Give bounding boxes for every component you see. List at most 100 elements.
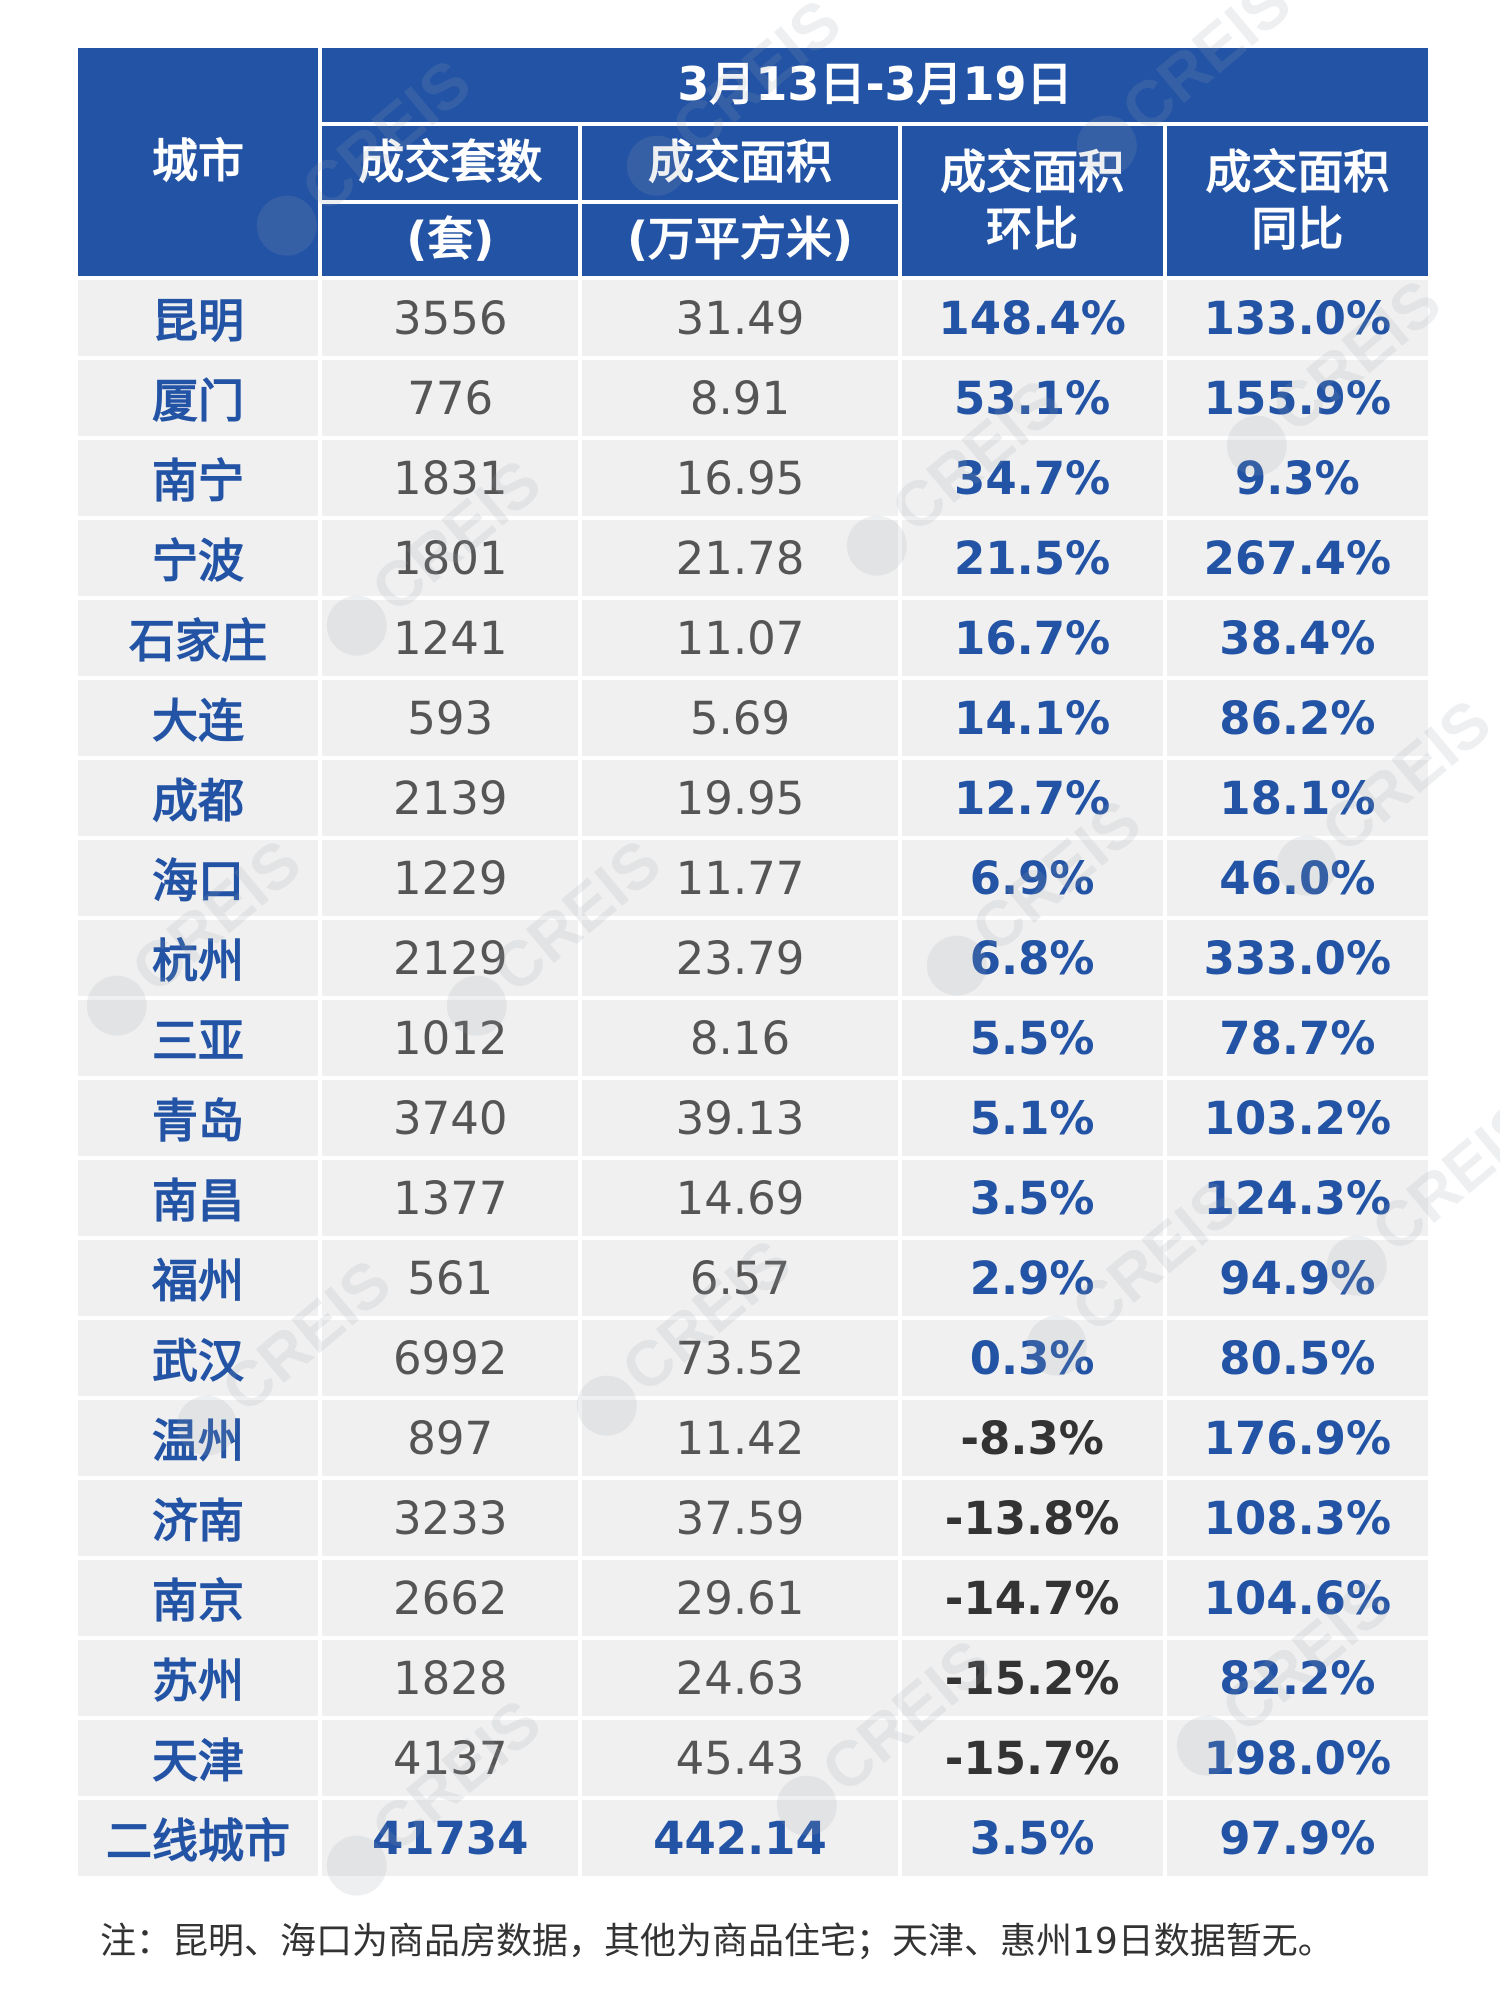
mom-cell: 12.7%	[901, 760, 1163, 836]
yoy-cell: 133.0%	[1166, 280, 1428, 356]
yoy-cell: 82.2%	[1166, 1640, 1428, 1716]
units-cell: 2129	[322, 920, 579, 996]
mom-cell: 0.3%	[901, 1320, 1163, 1396]
units-cell: 3233	[322, 1480, 579, 1556]
area-cell: 19.95	[582, 760, 898, 836]
city-cell: 南京	[78, 1560, 318, 1636]
units-cell: 3556	[322, 280, 579, 356]
city-cell: 济南	[78, 1480, 318, 1556]
mom-cell: 16.7%	[901, 600, 1163, 676]
units-cell: 2662	[322, 1560, 579, 1636]
mom-cell: -15.7%	[901, 1720, 1163, 1796]
yoy-cell: 97.9%	[1166, 1800, 1428, 1876]
mom-header-line1: 成交面积	[940, 144, 1125, 199]
units-cell: 897	[322, 1400, 579, 1476]
units-cell: 561	[322, 1240, 579, 1316]
city-cell: 厦门	[78, 360, 318, 436]
mom-cell: 3.5%	[901, 1160, 1163, 1236]
units-header: 成交套数	[322, 126, 579, 200]
city-cell: 南宁	[78, 440, 318, 516]
sales-table-container: 城市 3月13日-3月19日 成交套数 成交面积 成交面积 环比 成交面积 同比…	[78, 48, 1436, 1876]
city-cell: 青岛	[78, 1080, 318, 1156]
mom-cell: 6.8%	[901, 920, 1163, 996]
table-row: 青岛 3740 39.13 5.1% 103.2%	[78, 1080, 1428, 1156]
mom-cell: 5.5%	[901, 1000, 1163, 1076]
area-cell: 37.59	[582, 1480, 898, 1556]
table-row: 南昌 1377 14.69 3.5% 124.3%	[78, 1160, 1428, 1236]
area-unit-header: (万平方米)	[582, 204, 898, 276]
area-cell: 39.13	[582, 1080, 898, 1156]
table-row: 南宁 1831 16.95 34.7% 9.3%	[78, 440, 1428, 516]
table-row: 成都 2139 19.95 12.7% 18.1%	[78, 760, 1428, 836]
mom-cell: -8.3%	[901, 1400, 1163, 1476]
area-cell: 73.52	[582, 1320, 898, 1396]
yoy-cell: 94.9%	[1166, 1240, 1428, 1316]
table-row: 南京 2662 29.61 -14.7% 104.6%	[78, 1560, 1428, 1636]
yoy-cell: 104.6%	[1166, 1560, 1428, 1636]
area-cell: 31.49	[582, 280, 898, 356]
table-body: 昆明 3556 31.49 148.4% 133.0% 厦门 776 8.91 53.1% 155…	[78, 280, 1428, 1876]
mom-cell: -14.7%	[901, 1560, 1163, 1636]
mom-cell: 21.5%	[901, 520, 1163, 596]
table-row: 厦门 776 8.91 53.1% 155.9%	[78, 360, 1428, 436]
units-cell: 3740	[322, 1080, 579, 1156]
mom-cell: 5.1%	[901, 1080, 1163, 1156]
area-cell: 8.16	[582, 1000, 898, 1076]
table-row: 大连 593 5.69 14.1% 86.2%	[78, 680, 1428, 756]
units-cell: 6992	[322, 1320, 579, 1396]
yoy-cell: 86.2%	[1166, 680, 1428, 756]
units-cell: 4137	[322, 1720, 579, 1796]
table-row: 宁波 1801 21.78 21.5% 267.4%	[78, 520, 1428, 596]
units-unit-header: (套)	[322, 204, 579, 276]
area-cell: 5.69	[582, 680, 898, 756]
area-cell: 11.42	[582, 1400, 898, 1476]
yoy-cell: 78.7%	[1166, 1000, 1428, 1076]
area-cell: 45.43	[582, 1720, 898, 1796]
city-cell: 石家庄	[78, 600, 318, 676]
yoy-cell: 18.1%	[1166, 760, 1428, 836]
city-cell: 苏州	[78, 1640, 318, 1716]
table-row: 昆明 3556 31.49 148.4% 133.0%	[78, 280, 1428, 356]
city-cell: 二线城市	[78, 1800, 318, 1876]
units-cell: 776	[322, 360, 579, 436]
city-cell: 南昌	[78, 1160, 318, 1236]
city-cell: 三亚	[78, 1000, 318, 1076]
city-cell: 福州	[78, 1240, 318, 1316]
total-row: 二线城市 41734 442.14 3.5% 97.9%	[78, 1800, 1428, 1876]
yoy-cell: 38.4%	[1166, 600, 1428, 676]
yoy-cell: 124.3%	[1166, 1160, 1428, 1236]
city-cell: 温州	[78, 1400, 318, 1476]
city-column-header: 城市	[78, 48, 318, 276]
mom-cell: 3.5%	[901, 1800, 1163, 1876]
yoy-cell: 176.9%	[1166, 1400, 1428, 1476]
city-cell: 杭州	[78, 920, 318, 996]
yoy-header: 成交面积 同比	[1166, 126, 1428, 276]
mom-header-line2: 环比	[986, 202, 1079, 256]
table-row: 济南 3233 37.59 -13.8% 108.3%	[78, 1480, 1428, 1556]
city-cell: 昆明	[78, 280, 318, 356]
area-cell: 24.63	[582, 1640, 898, 1716]
table-row: 天津 4137 45.43 -15.7% 198.0%	[78, 1720, 1428, 1796]
units-cell: 1229	[322, 840, 579, 916]
yoy-cell: 333.0%	[1166, 920, 1428, 996]
area-cell: 6.57	[582, 1240, 898, 1316]
yoy-cell: 267.4%	[1166, 520, 1428, 596]
yoy-cell: 80.5%	[1166, 1320, 1428, 1396]
city-cell: 海口	[78, 840, 318, 916]
yoy-cell: 198.0%	[1166, 1720, 1428, 1796]
table-row: 三亚 1012 8.16 5.5% 78.7%	[78, 1000, 1428, 1076]
sales-table: 城市 3月13日-3月19日 成交套数 成交面积 成交面积 环比 成交面积 同比…	[74, 44, 1432, 1880]
table-row: 海口 1229 11.77 6.9% 46.0%	[78, 840, 1428, 916]
area-cell: 23.79	[582, 920, 898, 996]
city-cell: 大连	[78, 680, 318, 756]
area-cell: 11.07	[582, 600, 898, 676]
mom-header: 成交面积 环比	[901, 126, 1163, 276]
yoy-header-line2: 同比	[1251, 202, 1344, 256]
table-row: 武汉 6992 73.52 0.3% 80.5%	[78, 1320, 1428, 1396]
units-cell: 1828	[322, 1640, 579, 1716]
area-header: 成交面积	[582, 126, 898, 200]
mom-cell: 14.1%	[901, 680, 1163, 756]
yoy-cell: 108.3%	[1166, 1480, 1428, 1556]
units-cell: 1801	[322, 520, 579, 596]
units-cell: 1831	[322, 440, 579, 516]
